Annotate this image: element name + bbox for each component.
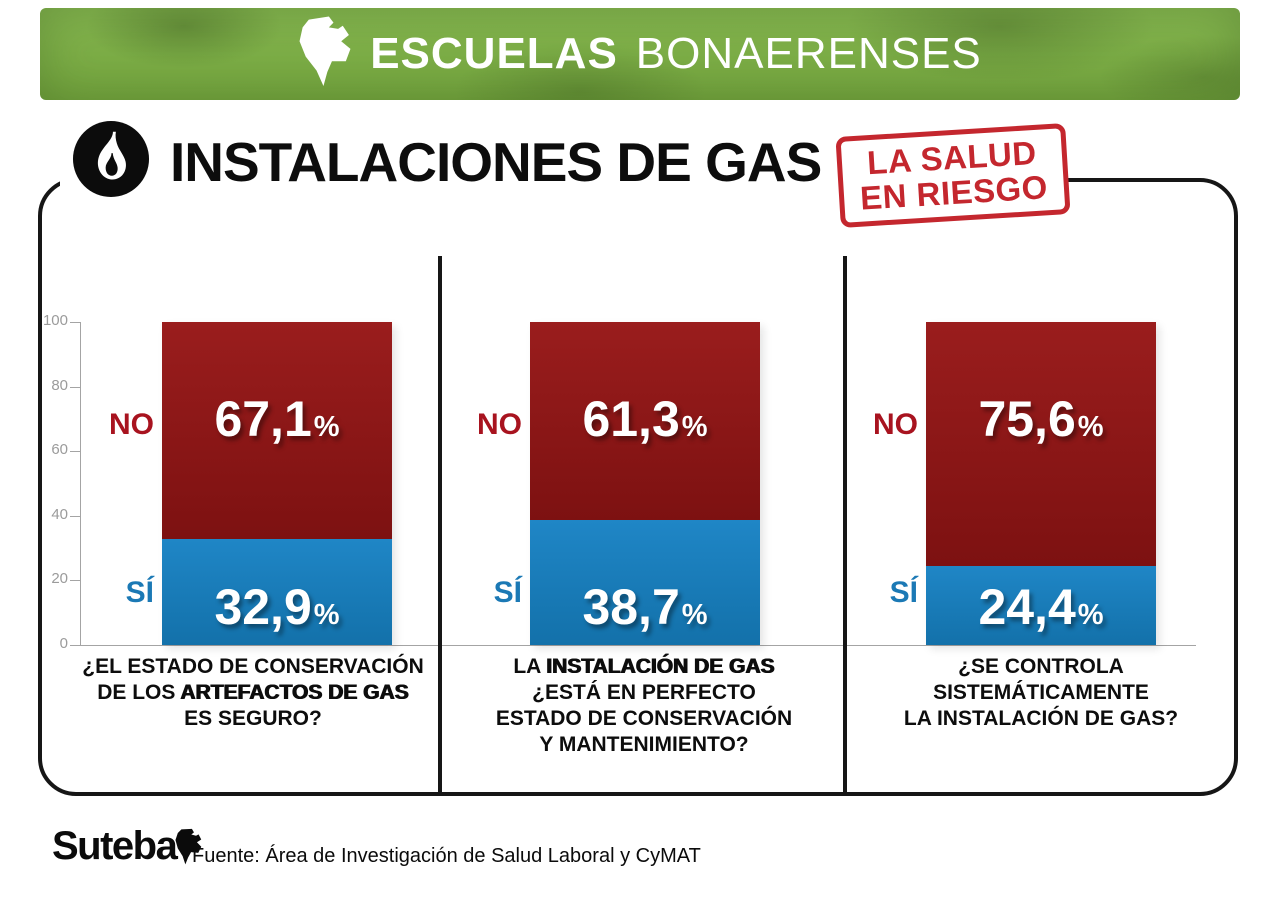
question-line: ¿ESTÁ EN PERFECTO: [444, 680, 844, 706]
stacked-bar: [162, 322, 392, 645]
stacked-bar: [530, 322, 760, 645]
question-label: ¿SE CONTROLA SISTEMÁTICAMENTE LA INSTALACI…: [841, 654, 1241, 732]
y-axis-tick-label: 60: [51, 441, 68, 459]
gas-flame-icon: [72, 120, 150, 198]
question-line: ¿EL ESTADO DE CONSERVACIÓN: [53, 654, 453, 680]
percentage-value: 32,9: [214, 579, 312, 635]
no-label: NO: [873, 408, 918, 441]
y-axis-line: [80, 322, 81, 645]
health-risk-stamp: LA SALUD EN RIESGO: [835, 123, 1071, 229]
percentage-value: 67,1: [214, 391, 312, 447]
y-axis-tick-mark: [70, 386, 80, 388]
si-percentage: 24,4%: [926, 578, 1156, 636]
y-axis-tick-mark: [70, 451, 80, 453]
percentage-value: 75,6: [978, 391, 1076, 447]
si-percentage: 38,7%: [530, 578, 760, 636]
top-banner: ESCUELAS BONAERENSES: [40, 8, 1240, 100]
x-axis-baseline: [80, 645, 1196, 646]
question-line: LA INSTALACIÓN DE GAS: [444, 654, 844, 680]
question-line: ESTADO DE CONSERVACIÓN: [444, 706, 844, 732]
si-label: SÍ: [889, 576, 918, 609]
question-text: ES SEGURO?: [184, 707, 322, 730]
question-line: DE LOS ARTEFACTOS DE GAS: [53, 680, 453, 706]
question-text: LA INSTALACIÓN DE GAS?: [903, 707, 1179, 730]
question-text-strong: INSTALACIÓN DE GAS: [546, 655, 775, 678]
question-text-strong: ARTEFACTOS DE GAS: [180, 681, 409, 704]
y-axis-tick-mark: [70, 515, 80, 517]
question-text: ¿ESTÁ EN PERFECTO: [532, 681, 756, 704]
stacked-bar: [926, 322, 1156, 645]
source-text: Fuente: Área de Investigación de Salud L…: [192, 845, 701, 867]
no-percentage: 75,6%: [926, 390, 1156, 448]
question-text: SISTEMÁTICAMENTE: [933, 681, 1149, 704]
buenos-aires-province-icon: [299, 16, 351, 86]
percent-sign: %: [681, 411, 708, 443]
percentage-value: 38,7: [582, 579, 680, 635]
page-title: INSTALACIONES DE GAS: [170, 131, 822, 193]
question-label: LA INSTALACIÓN DE GAS ¿ESTÁ EN PERFECTO ES…: [444, 654, 844, 758]
question-text: DE LOS: [97, 681, 181, 704]
percent-sign: %: [313, 599, 340, 631]
no-percentage: 61,3%: [530, 390, 760, 448]
percentage-value: 24,4: [978, 579, 1076, 635]
percent-sign: %: [1077, 599, 1104, 631]
si-label: SÍ: [125, 576, 154, 609]
banner-title-light: BONAERENSES: [635, 29, 982, 78]
y-axis-tick-label: 100: [42, 312, 68, 329]
percent-sign: %: [313, 411, 340, 443]
bar-segment-si: [162, 538, 392, 645]
bar-segment-no: [530, 322, 760, 520]
question-text: ESTADO DE CONSERVACIÓN: [495, 707, 793, 730]
panel-divider: [843, 256, 847, 795]
question-text: LA: [513, 655, 547, 678]
banner-title-bold: ESCUELAS: [370, 29, 618, 78]
y-axis-tick-label: 20: [51, 570, 68, 588]
y-axis-tick-label: 80: [51, 376, 68, 394]
y-axis-tick-mark: [70, 645, 80, 646]
panel-divider: [438, 256, 442, 795]
question-text: ¿EL ESTADO DE CONSERVACIÓN: [82, 655, 424, 678]
question-line: ¿SE CONTROLA: [841, 654, 1241, 680]
y-axis-tick-label: 40: [51, 505, 68, 523]
bar-segment-si: [530, 520, 760, 645]
buenos-aires-province-icon: [298, 16, 352, 93]
no-percentage: 67,1%: [162, 390, 392, 448]
suteba-map-icon: [175, 828, 202, 865]
si-label: SÍ: [493, 576, 522, 609]
no-label: NO: [477, 408, 522, 441]
percentage-value: 61,3: [582, 391, 680, 447]
percent-sign: %: [681, 599, 708, 631]
si-percentage: 32,9%: [162, 578, 392, 636]
bar-segment-no: [926, 322, 1156, 567]
y-axis-tick-label: 0: [59, 635, 68, 652]
bar-segment-si: [926, 566, 1156, 645]
bar-segment-no: [162, 322, 392, 539]
y-axis-tick-mark: [70, 580, 80, 582]
question-line: ES SEGURO?: [53, 706, 453, 732]
suteba-logo: Suteba: [52, 824, 202, 869]
question-line: LA INSTALACIÓN DE GAS?: [841, 706, 1241, 732]
question-text: ¿SE CONTROLA: [958, 655, 1124, 678]
no-label: NO: [109, 408, 154, 441]
suteba-logo-text: Suteba: [52, 824, 178, 868]
gas-flame-icon: [72, 120, 150, 198]
question-line: Y MANTENIMIENTO?: [444, 732, 844, 758]
y-axis-tick-mark: [70, 322, 80, 323]
percent-sign: %: [1077, 411, 1104, 443]
question-label: ¿EL ESTADO DE CONSERVACIÓN DE LOS ARTEFAC…: [53, 654, 453, 732]
question-text: Y MANTENIMIENTO?: [539, 733, 749, 756]
question-line: SISTEMÁTICAMENTE: [841, 680, 1241, 706]
